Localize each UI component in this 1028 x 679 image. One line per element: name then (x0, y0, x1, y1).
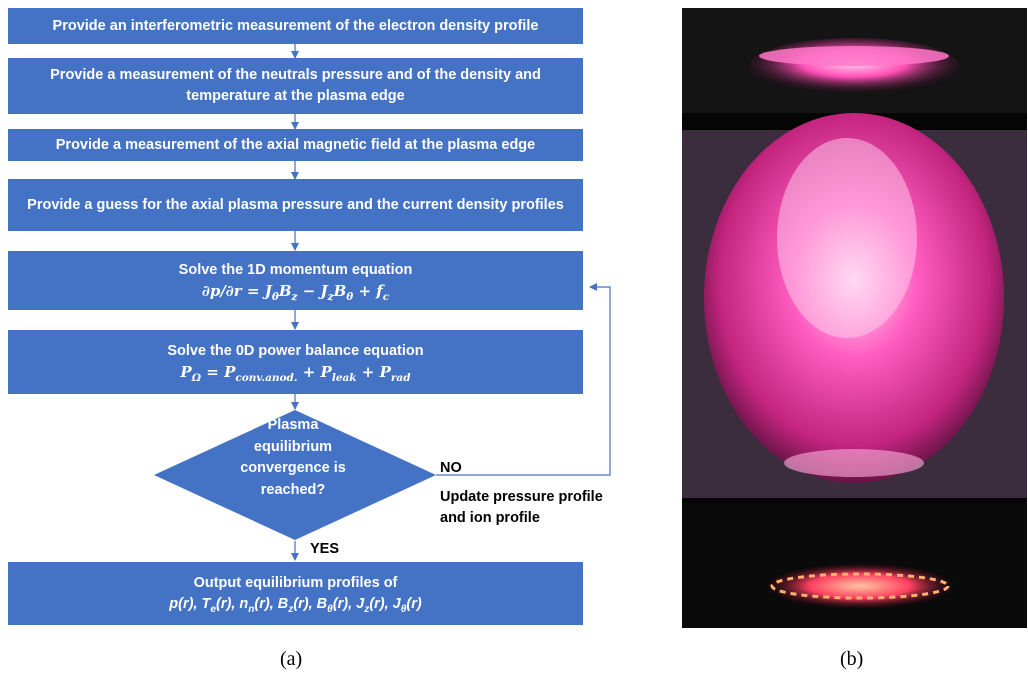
step-2-text: Provide a measurement of the neutrals pr… (50, 67, 541, 104)
decision-diamond (154, 410, 436, 540)
output-profiles: p(r), Te(r), nn(r), Bz(r), Bθ(r), Jz(r),… (169, 595, 422, 615)
yes-label: YES (310, 541, 340, 557)
step-momentum-box: Solve the 1D momentum equation ∂p/∂r = J… (8, 251, 583, 310)
decision-line-2: equilibrium (253, 438, 333, 455)
step-4-text: Provide a guess for the axial plasma pre… (27, 196, 564, 213)
step-3-text: Provide a measurement of the axial magne… (55, 136, 536, 153)
step-guess-box: Provide a guess for the axial plasma pre… (8, 179, 583, 231)
step-5-text: Solve the 1D momentum equation (178, 261, 413, 278)
step-magnetic-box: Provide a measurement of the axial magne… (8, 129, 583, 161)
step-neutrals-box: Provide a measurement of the neutrals pr… (8, 58, 583, 114)
plasma-photograph (682, 8, 1027, 628)
decision-line-1: Plasma (267, 417, 319, 433)
step-power-balance-box: Solve the 0D power balance equation PΩ =… (8, 330, 583, 394)
decision-line-3: convergence is (240, 460, 346, 476)
step-1-text: Provide an interferometric measurement o… (52, 17, 539, 34)
plasma-photo-art (682, 8, 1027, 628)
update-label-line-2: and ion profile (440, 510, 540, 526)
step-6-text: Solve the 0D power balance equation (167, 343, 424, 359)
output-box: Output equilibrium profiles of p(r), Te(… (8, 562, 583, 625)
bottom-anode-ring (768, 564, 952, 608)
output-title: Output equilibrium profiles of (193, 574, 398, 591)
decision-text: Plasma equilibrium convergence is reache… (218, 415, 368, 501)
power-balance-equation: PΩ = Pconv.anod. + Pleak + Prad (180, 363, 411, 384)
caption-a: (a) (280, 648, 303, 670)
decision-line-4: reached? (260, 481, 326, 498)
momentum-equation: ∂p/∂r = JθBz − JzBθ + fc (201, 281, 390, 303)
step-interferometric-box: Provide an interferometric measurement o… (8, 8, 583, 44)
arrow-loop-back (436, 283, 611, 476)
caption-b: (b) (840, 648, 864, 670)
update-label-line-1: Update pressure profile (440, 489, 603, 505)
no-label: NO (440, 460, 462, 476)
